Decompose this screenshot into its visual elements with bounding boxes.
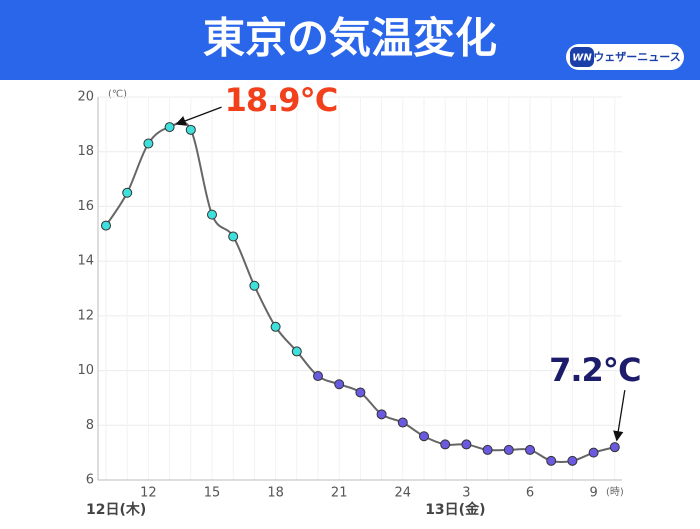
point <box>546 455 557 466</box>
x-tick-label: 12 <box>140 486 157 501</box>
point <box>355 387 366 398</box>
x-tick-label: 6 <box>526 486 534 501</box>
point <box>397 417 408 428</box>
point <box>440 439 451 450</box>
logo: ウェザーニュース <box>593 51 680 64</box>
logo-bg <box>566 44 684 70</box>
x-tick-label: 15 <box>204 486 221 501</box>
arrow <box>175 106 222 126</box>
point <box>567 455 578 466</box>
point <box>228 231 239 242</box>
y-tick-label: 20 <box>77 90 94 105</box>
point <box>164 122 175 133</box>
y-unit: (℃) <box>108 89 127 100</box>
x-unit: (時) <box>606 486 624 498</box>
point <box>185 124 196 135</box>
y-tick-label: 12 <box>77 308 94 323</box>
x-tick-label: 18 <box>267 486 284 501</box>
point <box>249 280 260 291</box>
point <box>525 444 535 455</box>
logo-badge: WN <box>572 53 592 64</box>
y-tick-label: 10 <box>77 363 94 378</box>
point <box>207 209 217 220</box>
annotation: 18.9℃ <box>225 81 338 119</box>
point <box>143 138 154 149</box>
point <box>482 444 493 455</box>
point <box>419 431 429 442</box>
logo-badge-bg <box>570 47 594 67</box>
y-tick-label: 6 <box>86 473 94 488</box>
y-tick-label: 8 <box>86 418 94 433</box>
point <box>503 444 514 455</box>
point <box>313 371 323 382</box>
point <box>270 321 281 332</box>
point <box>122 187 133 198</box>
point <box>588 447 599 458</box>
arrow <box>613 390 626 442</box>
x-tick-label: 3 <box>462 486 470 501</box>
title: 東京の気温変化 <box>203 14 497 63</box>
date-label: 12日(木) <box>86 501 146 518</box>
y-tick-label: 18 <box>77 144 94 159</box>
y-tick-label: 16 <box>77 199 94 214</box>
point <box>461 439 472 450</box>
date-label: 13日(金) <box>425 501 485 518</box>
x-tick-label: 9 <box>589 486 597 501</box>
y-tick-label: 14 <box>77 254 94 269</box>
point <box>291 346 302 357</box>
x-tick-label: 21 <box>331 486 348 501</box>
point <box>609 442 620 453</box>
annotation: 7.2℃ <box>549 351 640 389</box>
point <box>101 220 111 231</box>
point <box>376 409 387 420</box>
point <box>334 379 345 390</box>
x-tick-label: 24 <box>395 486 412 501</box>
